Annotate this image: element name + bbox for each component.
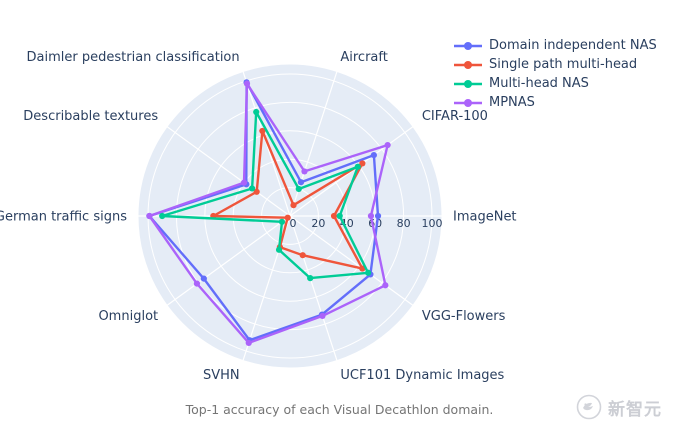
legend-swatch-icon bbox=[454, 42, 482, 50]
legend-label: MPNAS bbox=[489, 95, 535, 110]
series-mpnas-marker bbox=[193, 280, 201, 287]
legend: Domain independent NAS Single path multi-… bbox=[452, 38, 657, 111]
category-label-aircraft: Aircraft bbox=[340, 50, 387, 65]
grid-spoke bbox=[289, 215, 338, 361]
series-multi-head-nas-marker bbox=[307, 275, 314, 282]
series-single-path-multi-head-marker bbox=[259, 127, 266, 135]
caption: Top-1 accuracy of each Visual Decathlon … bbox=[185, 402, 494, 417]
category-label-ucf101-dynamic-images: UCF101 Dynamic Images bbox=[340, 368, 504, 383]
radial-tick-label: 100 bbox=[422, 217, 443, 230]
series-domain-independent-nas-marker bbox=[374, 212, 382, 220]
watermark-logo-icon bbox=[576, 394, 602, 420]
category-label-svhn: SVHN bbox=[203, 368, 240, 383]
legend-label: Single path multi-head bbox=[489, 57, 638, 72]
series-single-path-multi-head-marker bbox=[330, 212, 338, 220]
series-multi-head-nas-marker bbox=[275, 246, 283, 253]
radial-tick-label: 20 bbox=[311, 217, 325, 230]
series-multi-head-nas-marker bbox=[354, 163, 361, 170]
series-multi-head-nas-marker bbox=[253, 108, 260, 116]
legend-item-1[interactable]: Single path multi-head bbox=[452, 57, 657, 73]
series-mpnas-marker bbox=[384, 141, 391, 149]
radial-tick-label: 0 bbox=[290, 217, 297, 230]
series-mpnas-marker bbox=[243, 80, 251, 87]
category-label-german-traffic-signs: German traffic signs bbox=[0, 210, 127, 225]
radial-tick-label: 80 bbox=[397, 217, 411, 230]
series-multi-head-nas-marker bbox=[278, 218, 286, 225]
legend-swatch-icon bbox=[454, 80, 482, 88]
radial-tick-label: 40 bbox=[340, 217, 354, 230]
series-single-path-multi-head-marker bbox=[359, 160, 366, 167]
series-mpnas-marker bbox=[301, 168, 308, 175]
series-multi-head-nas-marker bbox=[295, 185, 302, 193]
category-label-describable-textures: Describable textures bbox=[23, 109, 158, 124]
series-single-path-multi-head-marker bbox=[253, 188, 260, 195]
series-single-path-multi-head-marker bbox=[299, 252, 306, 259]
series-mpnas-marker bbox=[146, 212, 153, 220]
legend-swatch-icon bbox=[454, 61, 482, 69]
series-mpnas-marker bbox=[319, 312, 326, 320]
series-single-path-multi-head-marker bbox=[284, 214, 291, 221]
legend-item-2[interactable]: Multi-head NAS bbox=[452, 76, 657, 92]
legend-item-3[interactable]: MPNAS bbox=[452, 95, 657, 111]
series-multi-head-nas-marker bbox=[336, 212, 343, 220]
series-single-path-multi-head-marker bbox=[290, 202, 297, 209]
series-mpnas-marker bbox=[240, 179, 248, 186]
grid-spoke bbox=[166, 126, 291, 217]
legend-label: Domain independent NAS bbox=[489, 38, 657, 53]
series-multi-head-nas-marker bbox=[159, 212, 166, 220]
series-mpnas-marker bbox=[367, 212, 375, 220]
category-label-imagenet: ImageNet bbox=[453, 210, 517, 225]
category-label-vgg-flowers: VGG-Flowers bbox=[422, 309, 506, 324]
series-multi-head-nas-marker bbox=[365, 269, 372, 276]
watermark-text: 新智元 bbox=[608, 399, 662, 420]
category-label-cifar-100: CIFAR-100 bbox=[422, 109, 488, 124]
grid-spoke bbox=[166, 215, 291, 306]
series-mpnas-marker bbox=[382, 282, 389, 289]
legend-label: Multi-head NAS bbox=[489, 76, 589, 91]
grid-spoke bbox=[289, 215, 414, 306]
series-domain-independent-nas-marker bbox=[370, 151, 377, 159]
series-domain-independent-nas-marker bbox=[200, 275, 207, 282]
series-multi-head-nas-marker bbox=[248, 185, 256, 192]
legend-item-0[interactable]: Domain independent NAS bbox=[452, 38, 657, 54]
series-mpnas-marker bbox=[245, 339, 252, 347]
category-label-omniglot: Omniglot bbox=[98, 309, 158, 324]
legend-swatch-icon bbox=[454, 99, 482, 107]
series-domain-independent-nas-marker bbox=[297, 179, 305, 186]
category-label-daimler-pedestrian-classification: Daimler pedestrian classification bbox=[27, 50, 240, 65]
watermark: 新智元 bbox=[576, 394, 662, 420]
